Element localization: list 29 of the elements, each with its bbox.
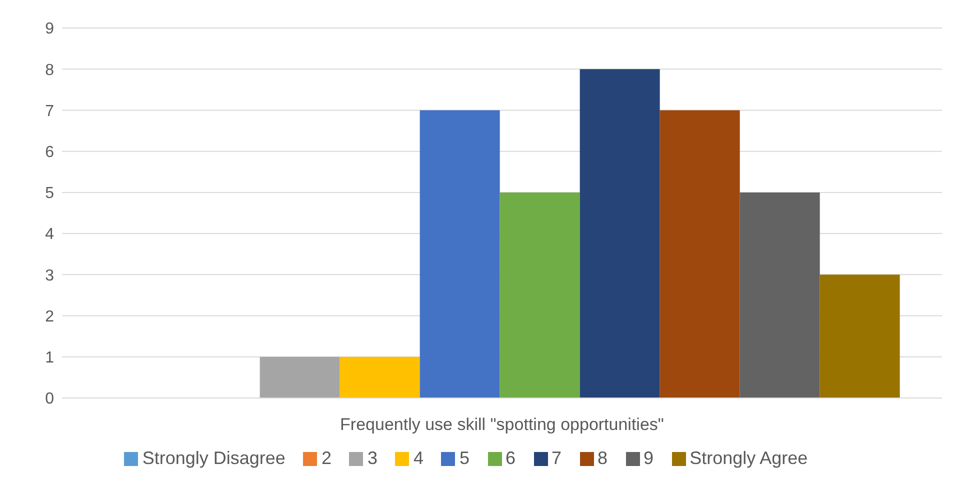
y-tick-label: 0 [45,390,54,408]
bar [340,356,420,398]
bar [260,356,340,398]
legend-label: Strongly Disagree [142,448,286,468]
legend-label: 2 [321,448,332,468]
legend-label: 6 [506,448,516,468]
legend-label: Strongly Agree [690,448,808,468]
y-tick-label: 8 [45,62,54,79]
y-tick-label: 1 [45,350,54,367]
y-tick-label: 2 [45,308,54,326]
y-tick-label: 7 [45,102,54,120]
y-tick-label: 4 [45,226,54,244]
y-tick-label: 9 [45,20,54,38]
legend-label: 3 [367,448,378,468]
bar [740,192,820,398]
bar [660,110,740,398]
bar [820,274,900,398]
x-tick-label: Frequently use skill "spotting opportunities" [340,415,664,434]
legend-label: 9 [644,448,654,468]
bar [500,192,580,398]
y-tick-label: 3 [45,267,54,284]
legend-label: 4 [413,448,424,468]
bar [420,110,500,398]
bar [580,69,660,398]
legend-label: 5 [459,448,470,468]
legend-label: 8 [598,448,608,468]
legend-label: 7 [552,448,562,468]
y-tick-label: 6 [45,144,54,162]
y-tick-label: 5 [45,185,54,202]
